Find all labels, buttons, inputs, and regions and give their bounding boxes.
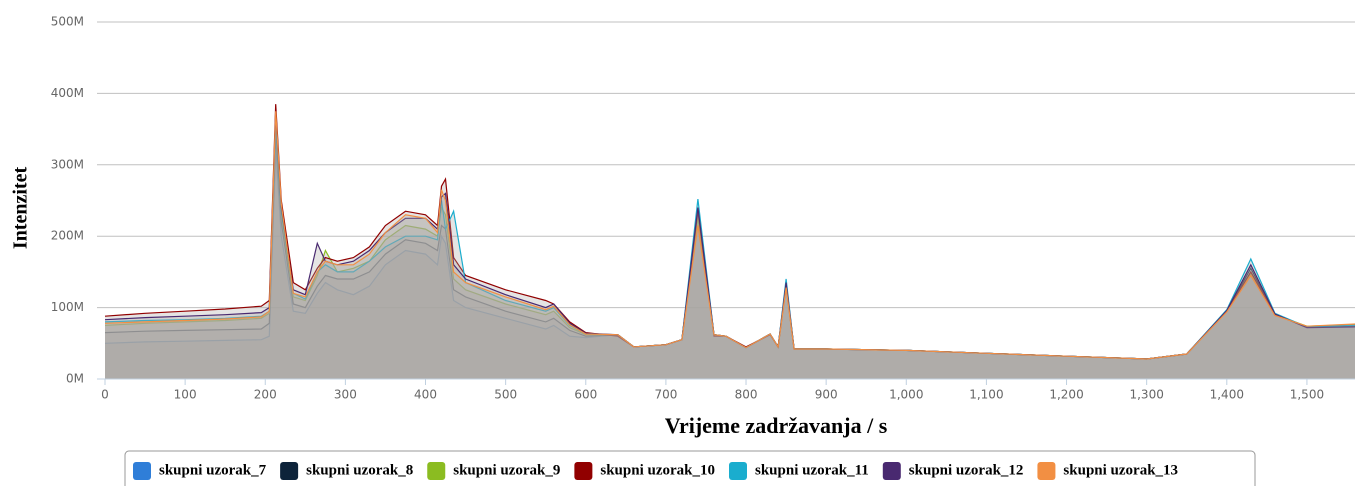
legend-swatch: [133, 462, 151, 480]
y-tick-label: 100M: [51, 300, 84, 314]
x-tick-label: 1,000: [889, 388, 923, 402]
series-area: [105, 114, 1355, 380]
series-area: [105, 111, 1355, 380]
x-tick-label: 1,300: [1129, 388, 1163, 402]
legend-swatch: [280, 462, 299, 480]
x-tick-label: 1,500: [1290, 388, 1324, 402]
x-tick-label: 1,400: [1210, 388, 1244, 402]
legend-label: skupni uzorak_13: [1063, 462, 1178, 478]
y-tick-label: 500M: [51, 15, 84, 29]
y-tick-label: 300M: [51, 157, 84, 171]
x-tick-label: 1,100: [969, 388, 1003, 402]
y-tick-label: 200M: [51, 229, 84, 243]
x-tick-label: 700: [654, 388, 677, 402]
x-tick-label: 600: [574, 388, 597, 402]
x-tick-label: 200: [254, 388, 277, 402]
series-area: [105, 150, 1355, 379]
legend-swatch: [729, 462, 747, 480]
x-tick-label: 900: [815, 388, 838, 402]
series-area: [105, 104, 1355, 379]
legend-label: skupni uzorak_10: [600, 462, 715, 478]
legend-label: skupni uzorak_12: [909, 462, 1024, 478]
legend-label: skupni uzorak_11: [755, 462, 869, 478]
y-tick-label: 400M: [51, 86, 84, 100]
series-line: [104, 111, 1356, 360]
x-tick-label: 300: [334, 388, 357, 402]
x-axis-title: Vrijeme zadržavanja / s: [665, 413, 888, 438]
x-tick-label: 400: [414, 388, 437, 402]
series-area: [105, 122, 1355, 379]
x-tick-label: 0: [101, 388, 109, 402]
legend-swatch: [1037, 462, 1056, 480]
legend-box: [124, 450, 1256, 486]
x-tick-label: 1,200: [1049, 388, 1083, 402]
series-area: [105, 125, 1355, 379]
legend-swatch: [427, 462, 446, 480]
legend-label: skupni uzorak_9: [453, 462, 560, 478]
legend-label: skupni uzorak_7: [159, 462, 267, 478]
series-area: [105, 136, 1355, 379]
legend-swatch: [882, 462, 901, 480]
x-tick-label: 100: [174, 388, 197, 402]
y-tick-label: 0M: [66, 372, 84, 386]
x-tick-label: 500: [494, 388, 517, 402]
legend-swatch: [574, 462, 593, 480]
legend-label: skupni uzorak_8: [306, 462, 413, 478]
y-axis-title: Intenzitet: [10, 167, 32, 250]
x-tick-label: 800: [735, 388, 758, 402]
